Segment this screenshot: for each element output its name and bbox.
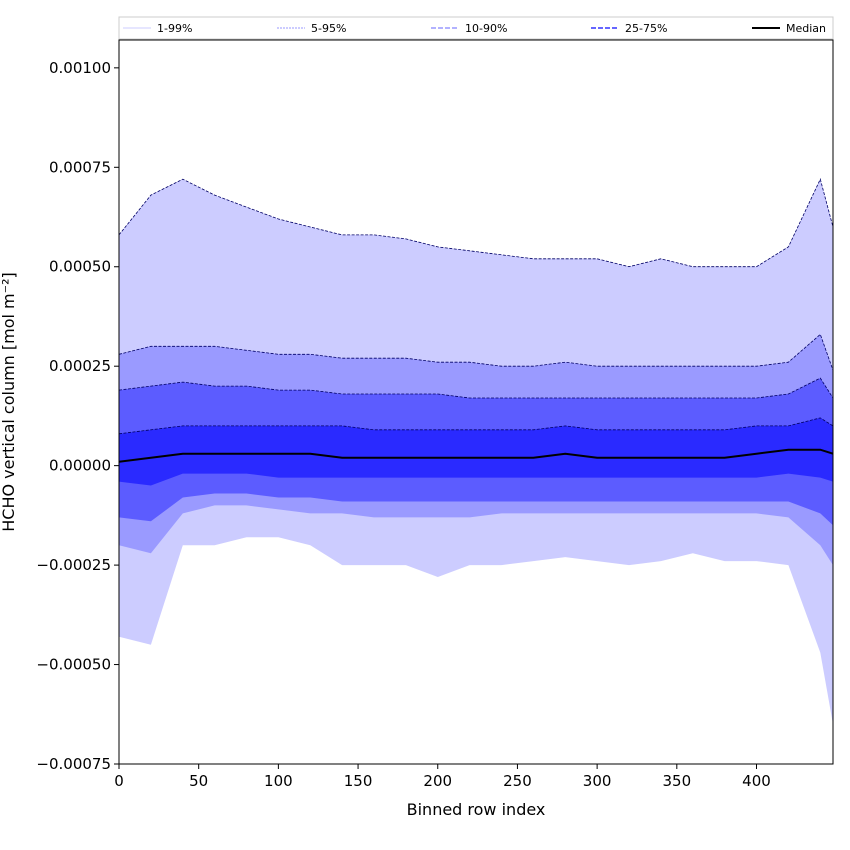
band-25-75% <box>119 417 833 486</box>
y-tick-label: 0.00075 <box>49 158 111 176</box>
x-tick-label: 200 <box>423 772 452 790</box>
y-axis-label: HCHO vertical column [mol m⁻²] <box>0 272 18 531</box>
x-tick-label: 300 <box>583 772 612 790</box>
legend-label: 1-99% <box>157 22 192 35</box>
y-tick-label: 0.00050 <box>49 258 111 276</box>
y-tick-label: −0.00075 <box>36 755 111 773</box>
x-tick-label: 100 <box>264 772 293 790</box>
x-axis-label: Binned row index <box>407 800 546 819</box>
legend-label: 5-95% <box>311 22 346 35</box>
legend-label: 25-75% <box>625 22 667 35</box>
plot-frame <box>118 39 834 765</box>
x-tick-label: 350 <box>662 772 691 790</box>
band-edge-25-75% <box>118 417 834 435</box>
y-tick-label: 0.00100 <box>49 59 111 77</box>
band-edge-10-90% <box>118 377 834 399</box>
band-group <box>118 178 834 725</box>
legend-frame <box>118 16 834 40</box>
median-group <box>118 448 834 463</box>
band-edge-1-99% <box>118 178 834 268</box>
x-tick-label: 250 <box>503 772 532 790</box>
band-edge-5-95% <box>118 333 834 371</box>
median-line <box>118 448 834 463</box>
legend: 1-99% 5-95% 10-90% 25-75% Median <box>118 16 834 40</box>
legend-label: Median <box>786 22 826 35</box>
legend-label: 10-90% <box>465 22 507 35</box>
x-tick-label: 0 <box>114 772 124 790</box>
y-tick-label: −0.00050 <box>36 656 111 674</box>
y-tick-label: 0.00000 <box>49 457 111 475</box>
x-tick-label: 50 <box>189 772 208 790</box>
y-tick-label: −0.00025 <box>36 556 111 574</box>
x-axis: 0 50 100 150 200 250 300 350 400 <box>114 764 771 790</box>
x-tick-label: 150 <box>344 772 373 790</box>
x-tick-label: 400 <box>742 772 771 790</box>
y-tick-label: 0.00025 <box>49 357 111 375</box>
y-axis: −0.00075 −0.00050 −0.00025 0.00000 0.00025 0.… <box>36 59 119 773</box>
